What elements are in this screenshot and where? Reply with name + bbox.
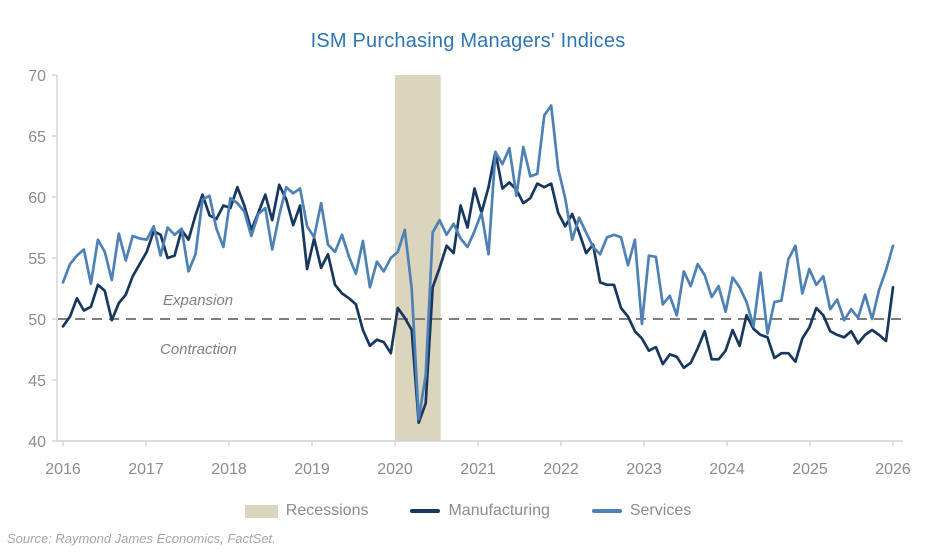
x-tick-label: 2024 [709,461,745,478]
legend-label-manufacturing: Manufacturing [448,502,550,519]
x-tick-label: 2025 [792,461,828,478]
x-tick-label: 2021 [460,461,496,478]
x-tick-label: 2017 [128,461,164,478]
y-tick-label: 65 [28,129,46,146]
y-tick-label: 40 [28,434,46,451]
source-note: Source: Raymond James Economics, FactSet… [7,531,276,546]
legend-label-recessions: Recessions [285,502,369,519]
recession-band-swatch [244,504,278,518]
y-tick-label: 45 [28,373,46,390]
y-tick-label: 55 [28,251,46,268]
y-tick-label: 70 [28,68,46,85]
contraction-label: Contraction [160,341,237,358]
legend-label-services: Services [629,502,692,519]
manufacturing-line [61,150,895,425]
legend-item-services: Services [591,502,692,520]
manufacturing-line-swatch [410,509,441,513]
services-line [61,104,895,421]
chart-title: ISM Purchasing Managers' Indices [310,30,626,52]
legend-item-recessions: Recessions [244,502,369,520]
y-tick-label: 50 [28,312,46,329]
chart-legend: Recessions Manufacturing Services [0,502,936,520]
legend-item-manufacturing: Manufacturing [410,502,550,520]
x-tick-label: 2019 [294,461,330,478]
x-tick-label: 2020 [377,461,413,478]
x-tick-label: 2023 [626,461,662,478]
y-tick-label: 60 [28,190,46,207]
x-tick-label: 2022 [543,461,579,478]
services-line-swatch [591,509,622,513]
x-tick-label: 2018 [211,461,247,478]
x-tick-label: 2026 [875,461,911,478]
x-tick-label: 2016 [45,461,81,478]
expansion-label: Expansion [163,292,234,309]
